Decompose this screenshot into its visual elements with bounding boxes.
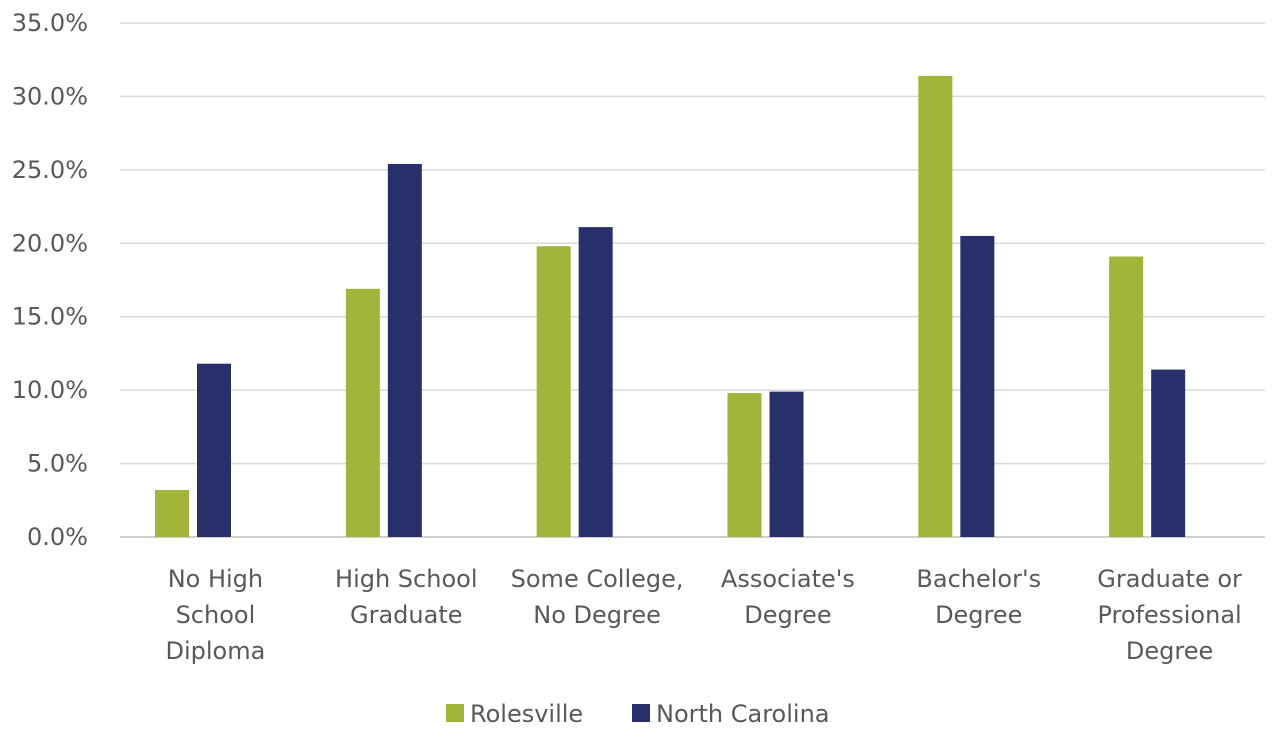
bar-rolesville <box>918 75 953 538</box>
x-category-label-line: No High <box>168 565 263 593</box>
x-category-label: High School Graduate <box>335 565 477 629</box>
x-category-label: Graduate or Professional Degree <box>1097 565 1242 665</box>
x-category-label-line: Some College, <box>511 565 684 593</box>
bar-rolesville <box>345 288 380 537</box>
bar-north-carolina <box>960 235 995 537</box>
y-tick-label: 35.0% <box>12 9 88 37</box>
bar-north-carolina <box>197 363 231 537</box>
bar-rolesville <box>536 246 571 538</box>
x-category-label-line: High School <box>335 565 477 593</box>
y-tick-label: 0.0% <box>27 523 88 551</box>
y-tick-label: 20.0% <box>12 229 88 257</box>
x-category-label-line: Degree <box>744 601 831 629</box>
legend-swatch <box>632 704 650 722</box>
bar-north-carolina <box>387 163 422 538</box>
y-tick-label: 30.0% <box>12 82 88 110</box>
x-category-label-line: Graduate or <box>1097 565 1242 593</box>
x-category-label-line: Bachelor's <box>916 565 1041 593</box>
x-category-label-line: No Degree <box>533 601 661 629</box>
bar-rolesville <box>727 393 762 537</box>
y-tick-label: 15.0% <box>12 303 88 331</box>
x-category-label: Associate's Degree <box>721 565 855 629</box>
bar-rolesville <box>1109 256 1144 537</box>
x-category-label: No High School Diploma <box>166 565 266 665</box>
x-category-label: Bachelor's Degree <box>916 565 1041 629</box>
bar-north-carolina <box>578 227 613 538</box>
y-tick-label: 10.0% <box>12 376 88 404</box>
bar-north-carolina <box>769 391 804 537</box>
legend-label: North Carolina <box>656 700 830 728</box>
bar-rolesville <box>155 490 189 537</box>
y-tick-label: 25.0% <box>12 156 88 184</box>
x-category-label-line: Professional <box>1097 601 1241 629</box>
x-category-label: Some College, No Degree <box>511 565 684 629</box>
x-category-label-line: Degree <box>935 601 1022 629</box>
x-category-label-line: School <box>176 601 256 629</box>
legend-label: Rolesville <box>470 700 583 728</box>
legend-swatch <box>446 704 464 722</box>
x-category-label-line: Graduate <box>350 601 463 629</box>
x-category-label-line: Associate's <box>721 565 855 593</box>
x-category-label-line: Degree <box>1126 637 1213 665</box>
y-tick-label: 5.0% <box>27 450 88 478</box>
bar-north-carolina <box>1151 369 1186 537</box>
x-category-label-line: Diploma <box>166 637 266 665</box>
